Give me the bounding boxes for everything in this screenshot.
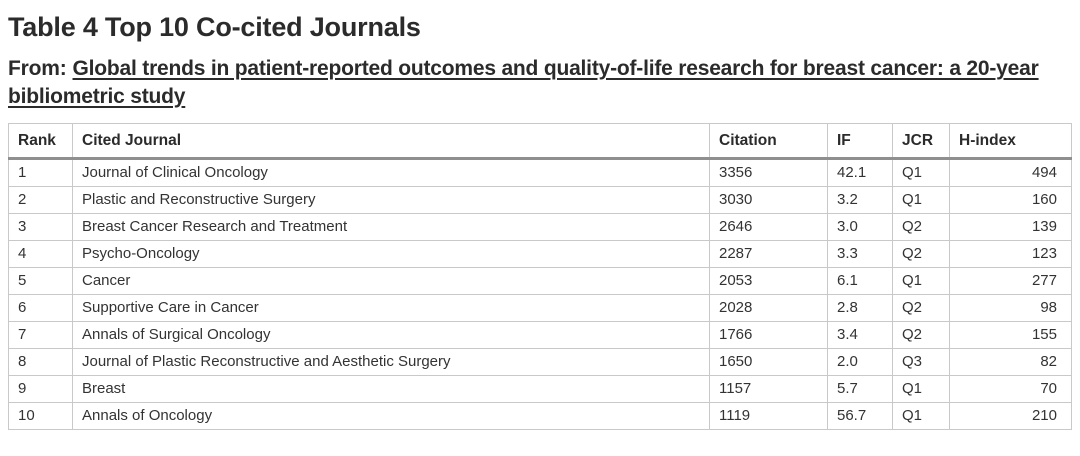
table-row: 10 Annals of Oncology 1119 56.7 Q1 210 <box>8 402 1072 431</box>
cell-jcr: Q3 <box>892 348 950 377</box>
cell-if: 3.0 <box>827 213 893 242</box>
cell-citation: 1650 <box>709 348 828 377</box>
cell-citation: 1766 <box>709 321 828 350</box>
cell-rank: 3 <box>8 213 73 242</box>
cell-journal: Journal of Clinical Oncology <box>72 158 710 188</box>
cell-if: 2.0 <box>827 348 893 377</box>
cell-citation: 2646 <box>709 213 828 242</box>
cell-citation: 3356 <box>709 158 828 188</box>
cell-citation: 2053 <box>709 267 828 296</box>
cell-hindex: 277 <box>949 267 1072 296</box>
col-header-rank: Rank <box>8 123 73 161</box>
cell-hindex: 82 <box>949 348 1072 377</box>
table-row: 2 Plastic and Reconstructive Surgery 303… <box>8 186 1072 215</box>
cocited-journals-table: Rank Cited Journal Citation IF JCR H-ind… <box>8 123 1072 431</box>
cell-jcr: Q1 <box>892 375 950 404</box>
col-header-if: IF <box>827 123 893 161</box>
source-prefix-label: From: <box>8 57 67 81</box>
cell-jcr: Q2 <box>892 294 950 323</box>
cell-jcr: Q1 <box>892 186 950 215</box>
cell-rank: 5 <box>8 267 73 296</box>
cell-if: 56.7 <box>827 402 893 431</box>
cell-citation: 1157 <box>709 375 828 404</box>
table-row: 5 Cancer 2053 6.1 Q1 277 <box>8 267 1072 296</box>
cell-if: 5.7 <box>827 375 893 404</box>
table-row: 9 Breast 1157 5.7 Q1 70 <box>8 375 1072 404</box>
cell-hindex: 155 <box>949 321 1072 350</box>
cell-rank: 7 <box>8 321 73 350</box>
source-article-link[interactable]: Global trends in patient-reported outcom… <box>8 57 1039 108</box>
cell-hindex: 139 <box>949 213 1072 242</box>
cell-rank: 8 <box>8 348 73 377</box>
cell-journal: Journal of Plastic Reconstructive and Ae… <box>72 348 710 377</box>
table-row: 7 Annals of Surgical Oncology 1766 3.4 Q… <box>8 321 1072 350</box>
table-row: 4 Psycho-Oncology 2287 3.3 Q2 123 <box>8 240 1072 269</box>
cell-hindex: 123 <box>949 240 1072 269</box>
page-title: Table 4 Top 10 Co-cited Journals <box>8 12 421 42</box>
cell-rank: 6 <box>8 294 73 323</box>
cell-hindex: 160 <box>949 186 1072 215</box>
cell-journal: Plastic and Reconstructive Surgery <box>72 186 710 215</box>
cell-jcr: Q2 <box>892 240 950 269</box>
cell-jcr: Q2 <box>892 213 950 242</box>
page: Table 4 Top 10 Co-cited Journals From: Gl… <box>8 12 1072 431</box>
cell-journal: Breast Cancer Research and Treatment <box>72 213 710 242</box>
cell-hindex: 70 <box>949 375 1072 404</box>
cell-if: 2.8 <box>827 294 893 323</box>
cell-journal: Psycho-Oncology <box>72 240 710 269</box>
table-header-row: Rank Cited Journal Citation IF JCR H-ind… <box>8 123 1072 161</box>
table-header: Rank Cited Journal Citation IF JCR H-ind… <box>8 123 1072 161</box>
cell-jcr: Q1 <box>892 158 950 188</box>
source-line: From: Global trends in patient-reported o… <box>8 55 1070 110</box>
cell-citation: 2028 <box>709 294 828 323</box>
col-header-jcr: JCR <box>892 123 950 161</box>
cell-hindex: 210 <box>949 402 1072 431</box>
cell-journal: Annals of Oncology <box>72 402 710 431</box>
table-row: 1 Journal of Clinical Oncology 3356 42.1… <box>8 158 1072 188</box>
table-row: 8 Journal of Plastic Reconstructive and … <box>8 348 1072 377</box>
cell-hindex: 98 <box>949 294 1072 323</box>
cell-if: 3.3 <box>827 240 893 269</box>
cell-hindex: 494 <box>949 158 1072 188</box>
cell-journal: Supportive Care in Cancer <box>72 294 710 323</box>
cell-journal: Annals of Surgical Oncology <box>72 321 710 350</box>
cell-rank: 1 <box>8 158 73 188</box>
cell-rank: 4 <box>8 240 73 269</box>
cell-jcr: Q1 <box>892 267 950 296</box>
table-row: 3 Breast Cancer Research and Treatment 2… <box>8 213 1072 242</box>
cell-journal: Cancer <box>72 267 710 296</box>
cell-rank: 9 <box>8 375 73 404</box>
cell-if: 3.4 <box>827 321 893 350</box>
cell-if: 3.2 <box>827 186 893 215</box>
cell-citation: 1119 <box>709 402 828 431</box>
cell-if: 42.1 <box>827 158 893 188</box>
col-header-hindex: H-index <box>949 123 1072 161</box>
table-body: 1 Journal of Clinical Oncology 3356 42.1… <box>8 158 1072 431</box>
cell-if: 6.1 <box>827 267 893 296</box>
cell-citation: 2287 <box>709 240 828 269</box>
col-header-journal: Cited Journal <box>72 123 710 161</box>
cell-rank: 2 <box>8 186 73 215</box>
cell-jcr: Q1 <box>892 402 950 431</box>
cell-journal: Breast <box>72 375 710 404</box>
cell-jcr: Q2 <box>892 321 950 350</box>
table-row: 6 Supportive Care in Cancer 2028 2.8 Q2 … <box>8 294 1072 323</box>
cell-rank: 10 <box>8 402 73 431</box>
col-header-citation: Citation <box>709 123 828 161</box>
cell-citation: 3030 <box>709 186 828 215</box>
